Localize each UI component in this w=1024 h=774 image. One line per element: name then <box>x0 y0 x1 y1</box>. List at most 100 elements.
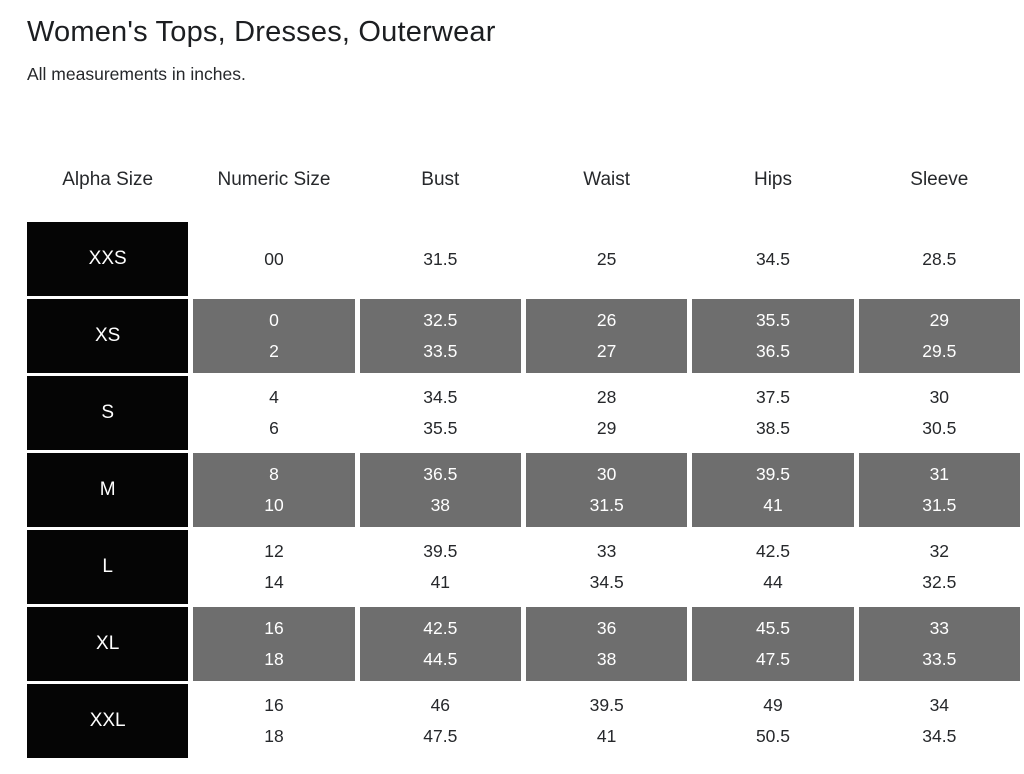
measurement-value: 31.5 <box>423 248 458 269</box>
measurement-cell: 29 29.5 <box>858 299 1020 373</box>
measurement-cell: 33 33.5 <box>858 607 1020 681</box>
measurement-cell: 42.5 44.5 <box>359 607 521 681</box>
column-header: Waist <box>583 169 631 190</box>
measurement-value: 0 <box>269 310 279 330</box>
measurement-cell: 39.5 41 <box>359 530 521 604</box>
column-header: Bust <box>421 169 460 190</box>
measurement-cell: 32 32.5 <box>858 530 1020 604</box>
measurement-value: 36 <box>596 618 617 638</box>
measurement-value: 12 <box>264 541 284 561</box>
measurement-value: 32.5 <box>423 310 458 330</box>
measurement-value: 47.5 <box>423 726 458 746</box>
measurement-value: 33 <box>929 618 950 638</box>
measurement-value: 8 <box>269 464 279 484</box>
measurement-value: 35.5 <box>755 310 791 330</box>
measurement-value: 18 <box>264 726 284 746</box>
measurement-value: 4 <box>269 387 279 407</box>
measurement-value: 16 <box>264 695 284 715</box>
measurement-cell: 46 47.5 <box>359 684 521 758</box>
measurement-value: 30 <box>596 464 617 484</box>
alpha-size-cell: XXS <box>27 222 189 296</box>
measurement-cell: 30 31.5 <box>525 453 688 527</box>
alpha-size-cell: XS <box>27 299 189 373</box>
measurement-value: 34.5 <box>755 248 791 269</box>
measurement-cell: 37.5 38.5 <box>692 376 854 450</box>
measurement-value: 10 <box>264 495 284 515</box>
page-title: Women's Tops, Dresses, Outerwear <box>27 16 496 48</box>
measurement-cell: 8 10 <box>193 453 355 527</box>
column-header: Alpha Size <box>62 169 154 190</box>
measurement-value: 42.5 <box>755 541 791 561</box>
measurement-value: 38.5 <box>755 418 791 438</box>
measurement-cell: 36 38 <box>525 607 688 681</box>
measurement-cell: 45.5 47.5 <box>692 607 854 681</box>
measurement-cell: 30 30.5 <box>858 376 1020 450</box>
measurement-value: 31.5 <box>589 495 624 515</box>
measurement-value: 30 <box>929 387 950 407</box>
measurement-value: 41 <box>763 495 783 515</box>
measurement-value: 46 <box>430 695 451 715</box>
measurement-value: 27 <box>596 341 617 361</box>
measurement-cell: 35.5 36.5 <box>692 299 854 373</box>
measurement-value: 31.5 <box>922 495 957 515</box>
measurement-value: 44.5 <box>423 649 458 669</box>
measurement-value: 31 <box>929 464 950 484</box>
measurement-value: 37.5 <box>755 387 791 407</box>
measurement-cell: 34.5 <box>692 222 854 296</box>
measurement-cell: 36.5 38 <box>359 453 521 527</box>
measurement-value: 6 <box>269 418 279 438</box>
measurement-value: 41 <box>596 726 617 746</box>
measurement-cell: 28 29 <box>525 376 688 450</box>
alpha-size-cell: M <box>27 453 189 527</box>
measurement-cell: 49 50.5 <box>692 684 854 758</box>
measurement-value: 39.5 <box>755 464 791 484</box>
table-body: XXS 00 31.5 25 34.5 28.5 XS 0 2 32.5 33.5 26 27 35.5 3… <box>27 222 1020 758</box>
measurement-value: 44 <box>763 572 783 592</box>
measurement-value: 28.5 <box>922 248 957 269</box>
measurement-cell: 16 18 <box>193 684 355 758</box>
measurement-value: 16 <box>264 618 284 638</box>
measurement-value: 34 <box>929 695 950 715</box>
measurement-value: 34.5 <box>589 572 624 592</box>
measurement-value: 25 <box>596 248 617 269</box>
measurement-value: 38 <box>430 495 451 515</box>
measurement-value: 14 <box>264 572 284 592</box>
measurement-cell: 34.5 35.5 <box>359 376 521 450</box>
column-header: Sleeve <box>910 169 969 190</box>
measurement-value: 32.5 <box>922 572 957 592</box>
measurement-cell: 42.5 44 <box>692 530 854 604</box>
measurement-value: 41 <box>430 572 451 592</box>
measurement-value: 39.5 <box>423 541 458 561</box>
measurement-value: 50.5 <box>755 726 791 746</box>
measurement-cell: 33 34.5 <box>525 530 688 604</box>
alpha-size-cell: XL <box>27 607 189 681</box>
measurement-value: 33 <box>596 541 617 561</box>
measurement-value: 38 <box>596 649 617 669</box>
measurement-cell: 31 31.5 <box>858 453 1020 527</box>
size-chart-table: Alpha Size Numeric Size Bust Waist Hips Sleev… <box>27 160 1020 758</box>
measurement-cell: 39.5 41 <box>525 684 688 758</box>
measurement-value: 00 <box>264 248 284 269</box>
measurement-cell: 39.5 41 <box>692 453 854 527</box>
alpha-size-cell: L <box>27 530 189 604</box>
measurement-value: 34.5 <box>423 387 458 407</box>
measurement-cell: 26 27 <box>525 299 688 373</box>
column-header: Hips <box>753 169 792 190</box>
measurement-value: 34.5 <box>922 726 957 746</box>
measurement-value: 45.5 <box>755 618 791 638</box>
measurement-value: 28 <box>596 387 617 407</box>
column-header: Numeric Size <box>217 169 331 190</box>
measurement-value: 35.5 <box>423 418 458 438</box>
page-subtitle: All measurements in inches. <box>27 64 246 84</box>
measurement-value: 36.5 <box>755 341 791 361</box>
measurement-cell: 16 18 <box>193 607 355 681</box>
measurement-cell: 25 <box>525 222 688 296</box>
measurement-value: 33.5 <box>423 341 458 361</box>
measurement-cell: 32.5 33.5 <box>359 299 521 373</box>
measurement-cell: 34 34.5 <box>858 684 1020 758</box>
alpha-size-cell: XXL <box>27 684 189 758</box>
measurement-value: 29 <box>596 418 617 438</box>
